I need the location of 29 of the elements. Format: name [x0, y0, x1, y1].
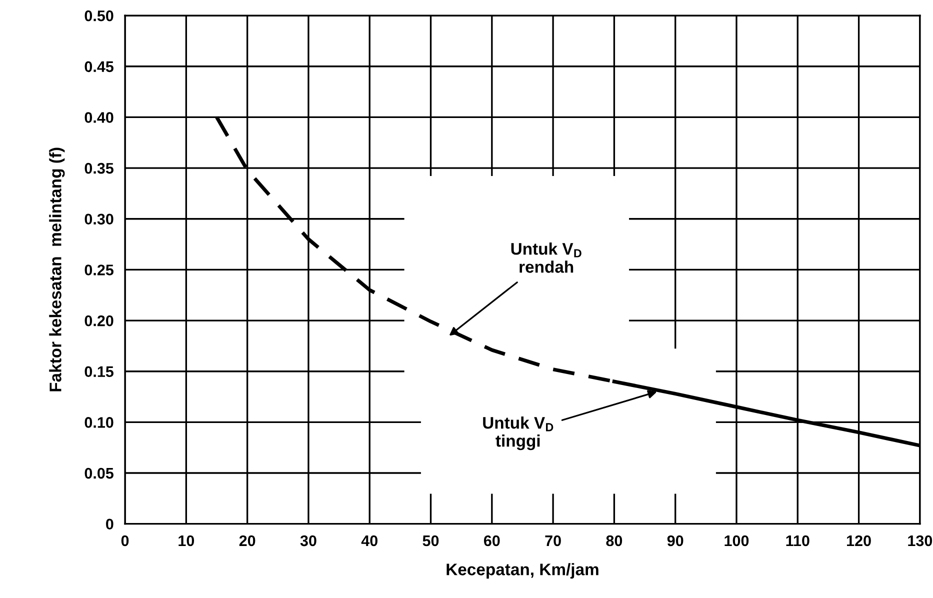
y-tick-label: 0.05	[84, 468, 114, 479]
x-tick-label: 110	[786, 535, 810, 546]
x-tick-label: 0	[121, 535, 129, 546]
y-tick-label: 0.20	[84, 315, 114, 326]
y-tick-label: 0.45	[84, 61, 114, 72]
y-tick-label: 0.40	[84, 112, 114, 123]
y-tick-label: 0.10	[84, 417, 114, 428]
x-tick-label: 10	[178, 535, 194, 546]
x-tick-label: 30	[300, 535, 316, 546]
x-tick-label: 90	[667, 535, 684, 546]
x-tick-label: 120	[847, 535, 871, 546]
x-tick-label: 80	[606, 535, 622, 546]
annotation: Untuk V$_{D}$ tinggi	[483, 416, 554, 450]
y-tick-label: 0.30	[84, 214, 114, 225]
y-tick-label: 0.50	[84, 10, 114, 22]
annotation: Untuk V$_{D}$ rendah	[511, 242, 582, 273]
x-axis-title: Kecepatan, Km/jam	[446, 563, 598, 579]
x-tick-label: 130	[908, 535, 932, 546]
y-tick-label: 0.35	[84, 162, 114, 174]
x-tick-label: 70	[545, 535, 561, 546]
x-tick-label: 60	[484, 535, 500, 546]
x-tick-label: 20	[239, 535, 256, 546]
x-tick-label: 100	[724, 535, 749, 546]
y-tick-label: 0.25	[84, 264, 114, 276]
y-tick-label: 0.15	[84, 366, 114, 378]
y-axis-title: Faktor kekesatan melintang (f)	[49, 148, 65, 392]
y-tick-label: 0	[106, 518, 114, 530]
x-tick-label: 50	[422, 535, 439, 546]
x-tick-label: 40	[361, 535, 378, 546]
